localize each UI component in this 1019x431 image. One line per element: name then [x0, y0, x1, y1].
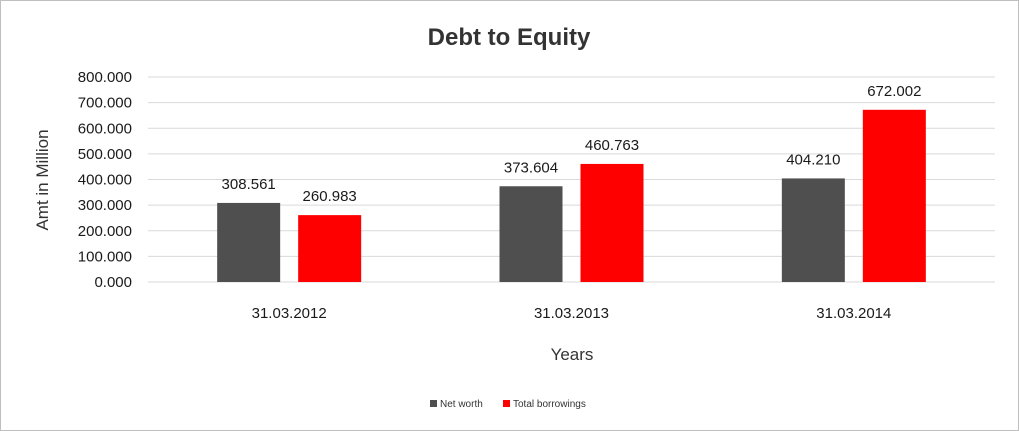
bar-net-worth [781, 178, 845, 282]
chart-title: Debt to Equity [428, 24, 591, 51]
y-axis-ticks: 0.000 100.000 200.000 300.000 400.000 500.000… [78, 69, 132, 291]
x-category-label: 31.03.2012 [252, 305, 327, 322]
data-label: 672.002 [867, 83, 921, 100]
gridlines [148, 76, 995, 283]
y-tick-label: 300.000 [78, 197, 132, 214]
bar-total-borrowings [862, 109, 926, 282]
x-category-label: 31.03.2013 [534, 305, 609, 322]
y-tick-label: 500.000 [78, 146, 132, 163]
bar-net-worth [499, 186, 563, 282]
y-tick-label: 800.000 [78, 69, 132, 86]
bar-net-worth [217, 202, 281, 282]
y-tick-label: 0.000 [94, 274, 132, 291]
y-tick-label: 200.000 [78, 223, 132, 240]
bar-total-borrowings [580, 163, 644, 282]
x-axis-categories: 31.03.2012 31.03.2013 31.03.2014 [252, 305, 892, 322]
bar-total-borrowings [298, 215, 362, 282]
x-category-label: 31.03.2014 [816, 305, 891, 322]
legend-label: Net worth [440, 399, 483, 410]
legend-swatch [430, 400, 437, 407]
data-label: 260.983 [303, 188, 357, 205]
y-tick-label: 600.000 [78, 120, 132, 137]
bars [217, 109, 926, 282]
data-label: 308.561 [222, 176, 276, 193]
x-axis-label: Years [551, 345, 594, 364]
legend-swatch [503, 400, 510, 407]
y-tick-label: 700.000 [78, 95, 132, 112]
legend-label: Total borrowings [513, 399, 586, 410]
legend: Net worth Total borrowings [430, 399, 586, 410]
y-tick-label: 400.000 [78, 172, 132, 189]
data-label: 460.763 [585, 137, 639, 154]
y-tick-label: 100.000 [78, 248, 132, 265]
y-axis-label: Amt in Million [33, 129, 52, 230]
data-label: 404.210 [786, 151, 840, 168]
data-label: 373.604 [504, 159, 558, 176]
data-labels: 308.561 260.983 373.604 460.763 404.210 672.0… [222, 83, 922, 205]
